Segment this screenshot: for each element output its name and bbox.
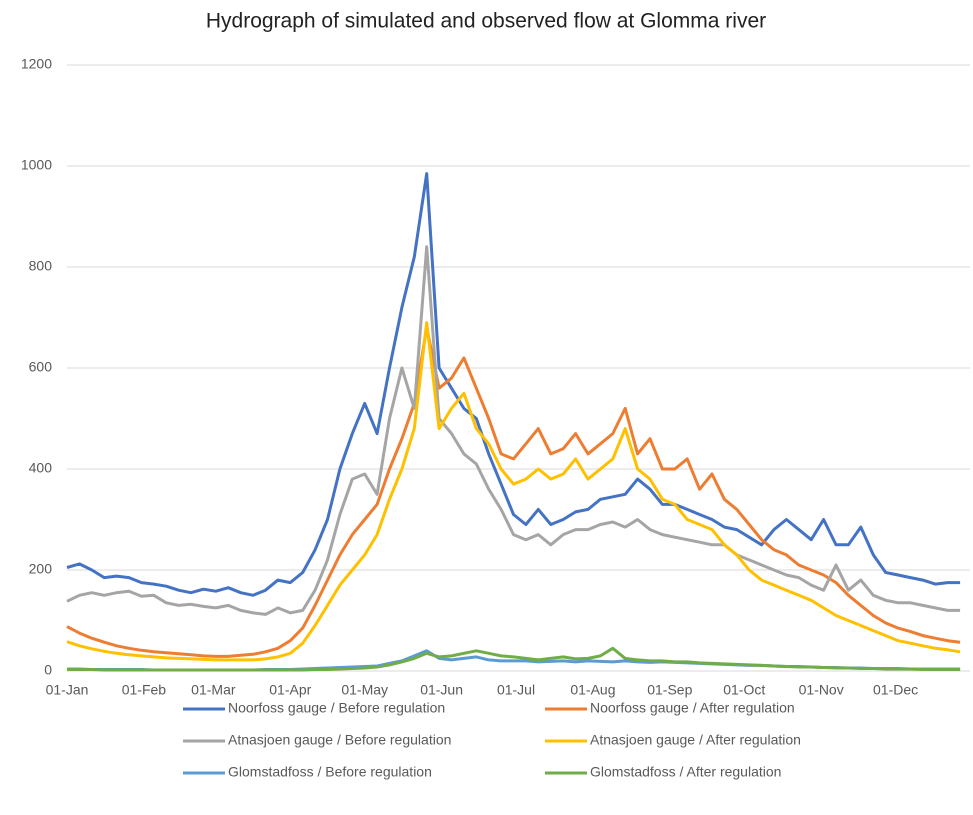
legend-label: Glomstadfoss / After regulation — [590, 764, 781, 780]
x-tick-label: 01-Sep — [647, 682, 692, 698]
series-line — [67, 646, 961, 672]
y-tick-label: 1200 — [21, 56, 52, 72]
x-tick-label: 01-Dec — [873, 682, 918, 698]
x-tick-label: 01-Aug — [570, 682, 615, 698]
y-tick-label: 800 — [29, 258, 53, 274]
chart-title: Hydrograph of simulated and observed flo… — [206, 10, 766, 33]
series-line — [66, 326, 961, 658]
legend-label: Noorfoss gauge / Before regulation — [228, 700, 445, 716]
y-tick-label: 0 — [44, 662, 52, 678]
series-line — [66, 245, 961, 616]
y-tick-label: 200 — [29, 561, 53, 577]
y-tick-label: 600 — [29, 359, 53, 375]
series-line — [66, 172, 961, 597]
y-tick-label: 1000 — [21, 157, 52, 173]
series-line — [66, 321, 961, 662]
x-tick-label: 01-Jul — [497, 682, 535, 698]
legend-label: Glomstadfoss / Before regulation — [228, 764, 432, 780]
x-tick-label: 01-Nov — [799, 682, 844, 698]
x-tick-label: 01-Mar — [191, 682, 236, 698]
x-tick-label: 01-May — [341, 682, 388, 698]
x-tick-label: 01-Oct — [723, 682, 765, 698]
legend-label: Atnasjoen gauge / After regulation — [590, 732, 801, 748]
legend-label: Atnasjoen gauge / Before regulation — [228, 732, 451, 748]
x-tick-label: 01-Jan — [46, 682, 89, 698]
x-tick-label: 01-Feb — [122, 682, 167, 698]
legend-label: Noorfoss gauge / After regulation — [590, 700, 795, 716]
x-tick-label: 01-Jun — [420, 682, 463, 698]
x-tick-label: 01-Apr — [269, 682, 311, 698]
y-tick-label: 400 — [29, 460, 53, 476]
